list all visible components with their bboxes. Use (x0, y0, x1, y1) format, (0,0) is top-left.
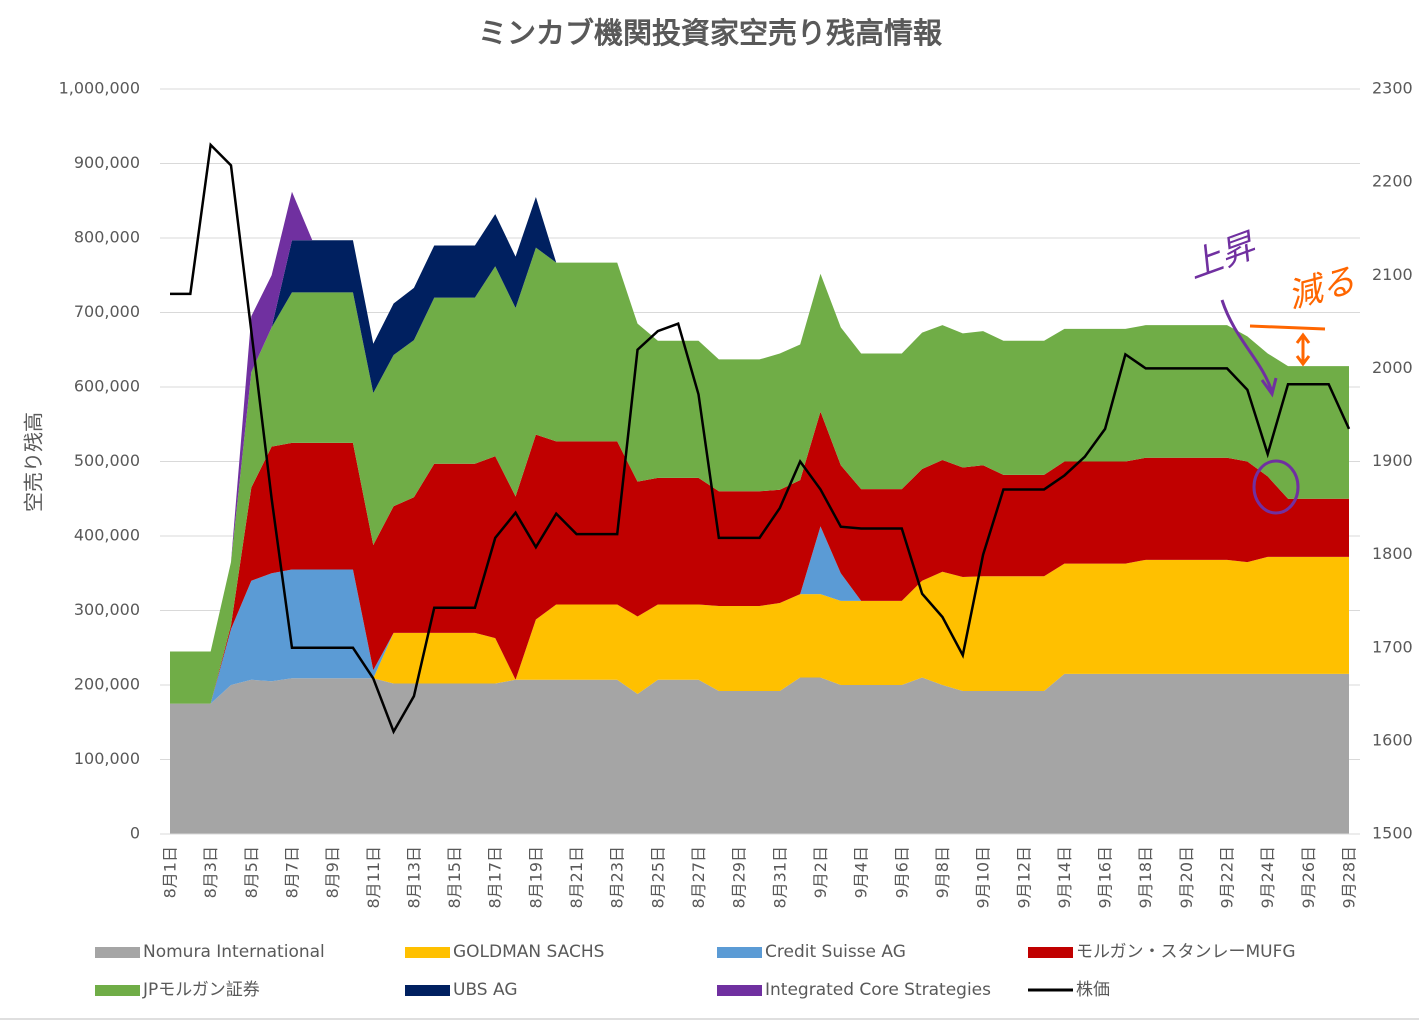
x-tick-label: 8月31日 (770, 846, 789, 909)
y2-tick-label: 1600 (1372, 730, 1413, 749)
x-tick-label: 8月5日 (242, 846, 261, 898)
x-tick-label: 8月19日 (526, 846, 545, 909)
y-axis-label: 空売り残高 (22, 412, 46, 512)
x-tick-label: 8月13日 (404, 846, 423, 909)
legend-swatch (717, 985, 762, 996)
x-tick-label: 9月18日 (1136, 846, 1155, 909)
chart-title: ミンカブ機関投資家空売り残高情報 (478, 16, 943, 50)
y-tick-label: 600,000 (74, 377, 140, 396)
y-tick-label: 100,000 (74, 749, 140, 768)
y-tick-label: 700,000 (74, 302, 140, 321)
area (170, 247, 1349, 704)
legend-swatch (95, 947, 140, 958)
x-tick-label: 8月27日 (689, 846, 708, 909)
legend-label: UBS AG (453, 980, 518, 1000)
y2-tick-label: 1500 (1372, 824, 1413, 843)
legend-label: モルガン・スタンレーMUFG (1076, 942, 1296, 962)
legend-swatch (1028, 947, 1073, 958)
y2-tick-label: 2200 (1372, 172, 1413, 191)
legend-label: JPモルガン証券 (142, 980, 260, 1000)
x-tick-label: 8月9日 (323, 846, 342, 898)
x-tick-label: 9月12日 (1014, 846, 1033, 909)
legend-swatch (95, 985, 140, 996)
x-tick-label: 9月6日 (892, 846, 911, 898)
legend-swatch (405, 947, 450, 958)
area (170, 411, 1349, 704)
y2-tick-label: 2000 (1372, 358, 1413, 377)
x-tick-label: 9月4日 (852, 846, 871, 898)
y-tick-label: 400,000 (74, 526, 140, 545)
x-tick-label: 8月3日 (201, 846, 220, 898)
legend-swatch (405, 985, 450, 996)
annotation-arrow (1220, 299, 1278, 398)
x-tick-label: 8月21日 (567, 846, 586, 909)
x-tick-label: 9月10日 (974, 846, 993, 909)
y2-tick-label: 1700 (1372, 637, 1413, 656)
y-tick-label: 200,000 (74, 675, 140, 694)
y2-tick-label: 1800 (1372, 544, 1413, 563)
legend-label: GOLDMAN SACHS (453, 942, 604, 962)
x-tick-label: 8月17日 (486, 846, 505, 909)
y2-tick-label: 1900 (1372, 451, 1413, 470)
x-tick-label: 9月8日 (933, 846, 952, 898)
y-tick-label: 900,000 (74, 153, 140, 172)
x-tick-label: 9月14日 (1055, 846, 1074, 909)
x-tick-label: 9月22日 (1218, 846, 1237, 909)
x-tick-label: 9月2日 (811, 846, 830, 898)
y-tick-label: 300,000 (74, 600, 140, 619)
x-tick-label: 8月15日 (445, 846, 464, 909)
line (170, 142, 1351, 735)
annotation-circle (1252, 459, 1300, 515)
x-tick-label: 9月24日 (1258, 846, 1277, 909)
area (170, 673, 1349, 834)
x-tick-label: 8月1日 (161, 846, 180, 898)
area (170, 556, 1349, 704)
y-tick-label: 500,000 (74, 451, 140, 470)
legend-label: Nomura International (143, 942, 325, 962)
x-tick-label: 8月23日 (608, 846, 627, 909)
legend-label: 株価 (1076, 980, 1110, 1000)
area (170, 191, 1349, 652)
x-tick-label: 9月28日 (1340, 846, 1359, 909)
legend-label: Credit Suisse AG (765, 942, 906, 962)
x-tick-label: 9月26日 (1299, 846, 1318, 909)
x-tick-label: 8月29日 (730, 846, 749, 909)
y2-tick-label: 2100 (1372, 265, 1413, 284)
y-tick-label: 0 (130, 824, 140, 843)
legend-swatch (717, 947, 762, 958)
legend-label: Integrated Core Strategies (765, 980, 991, 1000)
x-tick-label: 8月7日 (282, 846, 301, 898)
y-tick-label: 1,000,000 (59, 79, 140, 98)
x-tick-label: 9月20日 (1177, 846, 1196, 909)
x-tick-label: 8月11日 (364, 846, 383, 909)
y-tick-label: 800,000 (74, 228, 140, 247)
x-tick-label: 8月25日 (648, 846, 667, 909)
x-tick-label: 9月16日 (1096, 846, 1115, 909)
y2-tick-label: 2300 (1372, 79, 1413, 98)
annotation-mark (1249, 324, 1326, 367)
